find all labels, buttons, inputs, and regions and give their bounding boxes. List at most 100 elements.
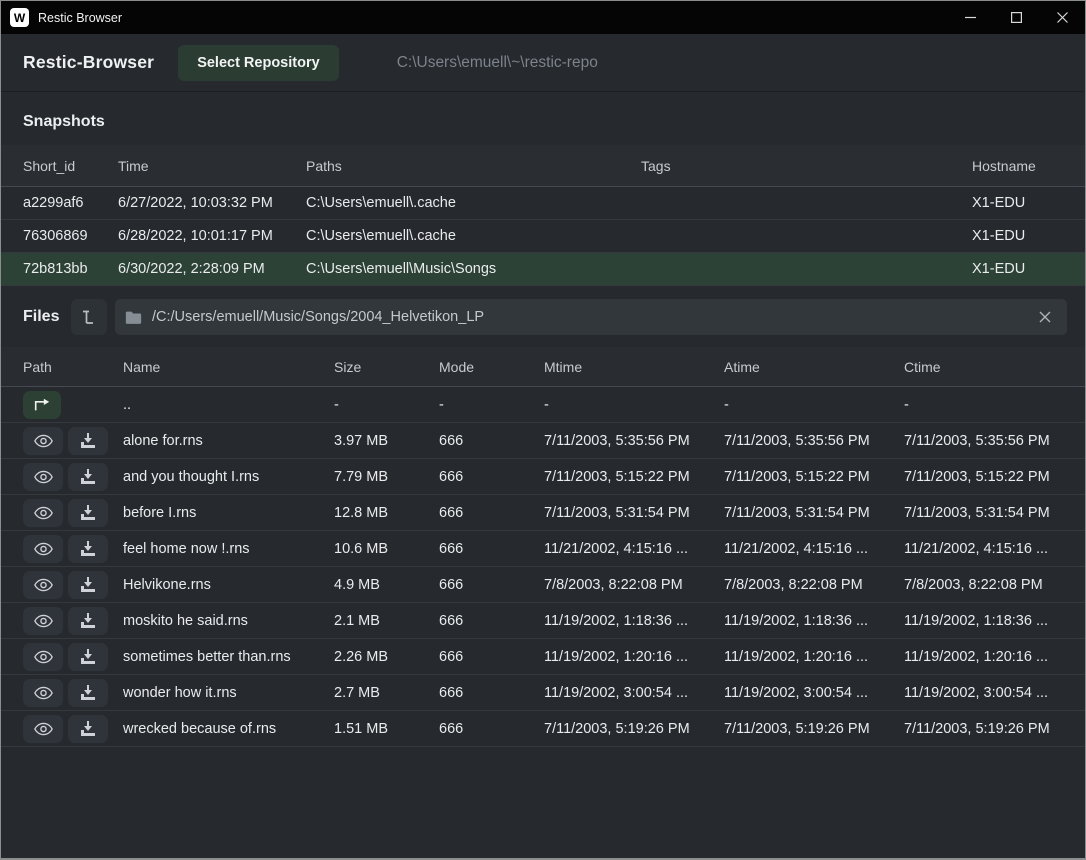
file-atime: - [724, 396, 729, 413]
view-file-button[interactable] [23, 678, 63, 707]
file-path-input[interactable] [150, 308, 1033, 326]
column-header-paths[interactable]: Paths [306, 157, 342, 174]
download-file-button[interactable] [68, 498, 108, 527]
file-ctime: 7/8/2003, 8:22:08 PM [904, 576, 1043, 593]
go-to-parent-button[interactable] [23, 390, 61, 419]
file-row[interactable]: moskito he said.rns 2.1 MB 666 11/19/200… [1, 603, 1085, 639]
file-atime: 7/11/2003, 5:19:26 PM [724, 720, 870, 737]
file-mode: 666 [439, 504, 464, 521]
file-size: 4.9 MB [334, 576, 380, 593]
snapshot-row[interactable]: 72b813bb 6/30/2022, 2:28:09 PM C:\Users\… [1, 253, 1085, 286]
minimize-button[interactable] [947, 1, 993, 34]
file-atime: 11/19/2002, 1:20:16 ... [724, 648, 869, 665]
file-name: alone for.rns [123, 432, 203, 449]
file-name: and you thought I.rns [123, 468, 260, 485]
file-atime: 7/11/2003, 5:35:56 PM [724, 432, 870, 449]
download-file-button[interactable] [68, 642, 108, 671]
window-title: Restic Browser [38, 10, 123, 25]
download-file-button[interactable] [68, 678, 108, 707]
column-header-mode[interactable]: Mode [439, 358, 475, 375]
file-mode: 666 [439, 720, 464, 737]
file-mode: 666 [439, 648, 464, 665]
file-ctime: 7/11/2003, 5:35:56 PM [904, 432, 1050, 449]
file-mode: 666 [439, 432, 464, 449]
eye-icon [33, 470, 53, 483]
file-row[interactable]: sometimes better than.rns 2.26 MB 666 11… [1, 639, 1085, 675]
column-header-path[interactable]: Path [23, 358, 52, 375]
file-row[interactable]: and you thought I.rns 7.79 MB 666 7/11/2… [1, 459, 1085, 495]
snapshot-hostname: X1-EDU [972, 195, 1026, 211]
file-row[interactable]: before I.rns 12.8 MB 666 7/11/2003, 5:31… [1, 495, 1085, 531]
file-mtime: 7/11/2003, 5:15:22 PM [544, 468, 690, 485]
view-file-button[interactable] [23, 642, 63, 671]
file-size: 2.1 MB [334, 612, 380, 629]
eye-icon [33, 434, 53, 447]
file-row[interactable]: wonder how it.rns 2.7 MB 666 11/19/2002,… [1, 675, 1085, 711]
file-ctime: 11/19/2002, 3:00:54 ... [904, 684, 1049, 701]
file-size: 2.26 MB [334, 648, 388, 665]
file-path-bar [115, 299, 1067, 335]
file-mode: 666 [439, 540, 464, 557]
file-ctime: 7/11/2003, 5:19:26 PM [904, 720, 1050, 737]
file-row[interactable]: feel home now !.rns 10.6 MB 666 11/21/20… [1, 531, 1085, 567]
eye-icon [33, 506, 53, 519]
column-header-short-id[interactable]: Short_id [23, 157, 76, 174]
files-table-body: .. - - - - - [1, 387, 1085, 747]
download-file-button[interactable] [68, 462, 108, 491]
view-file-button[interactable] [23, 714, 63, 743]
file-mtime: - [544, 396, 549, 413]
file-row[interactable]: Helvikone.rns 4.9 MB 666 7/8/2003, 8:22:… [1, 567, 1085, 603]
view-file-button[interactable] [23, 606, 63, 635]
download-file-button[interactable] [68, 570, 108, 599]
download-file-button[interactable] [68, 426, 108, 455]
file-mtime: 7/11/2003, 5:31:54 PM [544, 504, 690, 521]
column-header-size[interactable]: Size [334, 358, 362, 375]
file-ctime: 11/19/2002, 1:18:36 ... [904, 612, 1049, 629]
view-file-button[interactable] [23, 498, 63, 527]
close-icon [1056, 12, 1068, 23]
snapshot-row[interactable]: a2299af6 6/27/2022, 10:03:32 PM C:\Users… [1, 187, 1085, 220]
file-ctime: 11/19/2002, 1:20:16 ... [904, 648, 1049, 665]
parent-directory-row[interactable]: .. - - - - - [1, 387, 1085, 423]
snapshot-row[interactable]: 76306869 6/28/2022, 10:01:17 PM C:\Users… [1, 220, 1085, 253]
minimize-icon [964, 16, 976, 19]
column-header-mtime[interactable]: Mtime [544, 358, 583, 375]
tree-toggle-button[interactable] [71, 299, 107, 335]
file-ctime: 7/11/2003, 5:31:54 PM [904, 504, 1050, 521]
maximize-button[interactable] [993, 1, 1039, 34]
file-row[interactable]: alone for.rns 3.97 MB 666 7/11/2003, 5:3… [1, 423, 1085, 459]
view-file-button[interactable] [23, 534, 63, 563]
download-file-button[interactable] [68, 714, 108, 743]
snapshot-paths: C:\Users\emuell\.cache [306, 228, 456, 244]
file-mtime: 11/19/2002, 1:20:16 ... [544, 648, 689, 665]
download-file-button[interactable] [68, 534, 108, 563]
column-header-atime[interactable]: Atime [724, 358, 760, 375]
column-header-ctime[interactable]: Ctime [904, 358, 941, 375]
column-header-hostname[interactable]: Hostname [972, 157, 1036, 174]
file-size: - [334, 396, 339, 413]
download-file-button[interactable] [68, 606, 108, 635]
snapshots-table-body: a2299af6 6/27/2022, 10:03:32 PM C:\Users… [1, 187, 1085, 286]
close-button[interactable] [1039, 1, 1085, 34]
download-icon [81, 721, 95, 736]
file-atime: 7/11/2003, 5:31:54 PM [724, 504, 870, 521]
view-file-button[interactable] [23, 426, 63, 455]
file-atime: 11/19/2002, 1:18:36 ... [724, 612, 869, 629]
select-repository-button[interactable]: Select Repository [178, 44, 339, 81]
file-mtime: 11/19/2002, 3:00:54 ... [544, 684, 689, 701]
column-header-time[interactable]: Time [118, 157, 149, 174]
column-header-name[interactable]: Name [123, 358, 161, 375]
snapshot-short-id: 76306869 [23, 228, 88, 244]
file-size: 3.97 MB [334, 432, 388, 449]
clear-path-button[interactable] [1033, 309, 1057, 325]
view-file-button[interactable] [23, 462, 63, 491]
file-name: feel home now !.rns [123, 540, 250, 557]
file-atime: 11/21/2002, 4:15:16 ... [724, 540, 869, 557]
file-name: wonder how it.rns [123, 684, 237, 701]
file-name: before I.rns [123, 504, 197, 521]
file-mode: 666 [439, 576, 464, 593]
column-header-tags[interactable]: Tags [641, 157, 671, 174]
view-file-button[interactable] [23, 570, 63, 599]
file-row[interactable]: wrecked because of.rns 1.51 MB 666 7/11/… [1, 711, 1085, 747]
